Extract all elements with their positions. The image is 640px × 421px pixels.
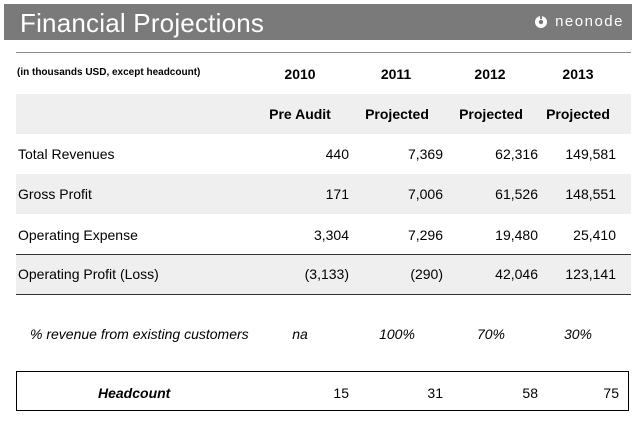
- table-cell: 30%: [563, 326, 593, 342]
- headcount-box: [16, 371, 629, 411]
- table-cell: (3,133): [304, 266, 349, 282]
- row-label-operating-profit: Operating Profit (Loss): [18, 266, 159, 282]
- table-cell: 100%: [379, 326, 415, 342]
- logo-icon: [535, 14, 548, 28]
- table-cell: 123,141: [565, 266, 616, 282]
- row-label-operating-expense: Operating Expense: [18, 227, 138, 243]
- table-cell: 31: [427, 385, 443, 401]
- gross-profit-row-bg: [16, 174, 631, 214]
- table-top-rule: [16, 52, 631, 53]
- row-label-total-revenues: Total Revenues: [18, 146, 115, 162]
- status-2013: Projected: [546, 106, 610, 122]
- table-cell: 19,480: [495, 227, 538, 243]
- table-cell: 149,581: [565, 146, 616, 162]
- year-2010: 2010: [284, 66, 316, 82]
- status-2011: Projected: [365, 106, 429, 122]
- table-cell: 42,046: [495, 266, 538, 282]
- table-cell: 171: [325, 186, 349, 202]
- units-note: (in thousands USD, except headcount): [17, 67, 201, 78]
- page-title: Financial Projections: [20, 8, 265, 38]
- year-2012: 2012: [474, 66, 506, 82]
- table-cell: 7,296: [407, 227, 443, 243]
- row-label-gross-profit: Gross Profit: [18, 186, 92, 202]
- table-cell: 58: [522, 385, 538, 401]
- table-cell: 7,006: [407, 186, 443, 202]
- existing-customers-label: % revenue from existing customers: [30, 326, 249, 342]
- rule-below-operating-profit: [16, 294, 631, 295]
- table-cell: na: [292, 326, 308, 342]
- table-cell: 62,316: [495, 146, 538, 162]
- rule-above-operating-profit: [16, 254, 631, 255]
- status-2012: Projected: [459, 106, 523, 122]
- table-cell: 148,551: [565, 186, 616, 202]
- logo-text: neonode: [555, 13, 624, 30]
- table-cell: (290): [410, 266, 443, 282]
- table-cell: 7,369: [407, 146, 443, 162]
- year-2011: 2011: [380, 66, 412, 82]
- status-2010: Pre Audit: [269, 106, 331, 122]
- table-cell: 70%: [476, 326, 506, 342]
- title-bar: Financial Projections neonode: [4, 4, 632, 40]
- company-logo: neonode: [534, 13, 624, 30]
- table-cell: 3,304: [313, 227, 349, 243]
- table-cell: 15: [333, 385, 349, 401]
- table-cell: 25,410: [573, 227, 616, 243]
- year-2013: 2013: [562, 66, 594, 82]
- operating-profit-row-bg: [16, 255, 631, 294]
- table-cell: 75: [603, 385, 619, 401]
- status-row-bg: [16, 94, 631, 134]
- headcount-label: Headcount: [98, 385, 171, 401]
- table-cell: 61,526: [495, 186, 538, 202]
- table-cell: 440: [325, 146, 349, 162]
